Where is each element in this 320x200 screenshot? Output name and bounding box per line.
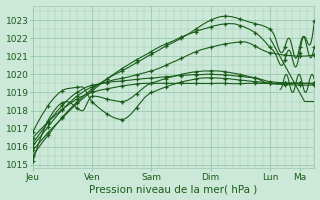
X-axis label: Pression niveau de la mer( hPa ): Pression niveau de la mer( hPa ) [90, 184, 258, 194]
